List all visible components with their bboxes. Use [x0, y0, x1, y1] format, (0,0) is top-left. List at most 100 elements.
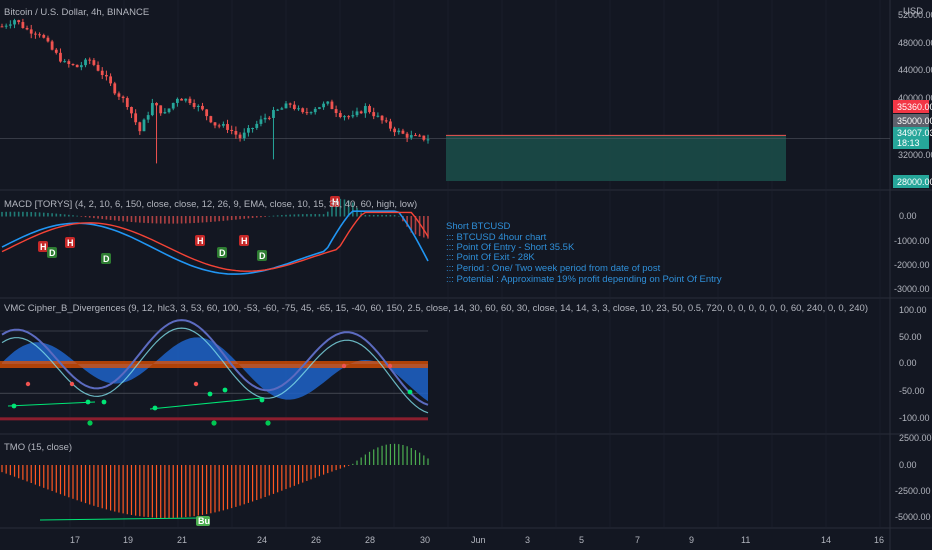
candle-body [13, 20, 16, 25]
macd-hist-bar [356, 207, 358, 217]
macd-hist-bar [30, 212, 33, 217]
candle-body [355, 111, 359, 116]
macd-hist-bar [251, 216, 254, 218]
candle-body [38, 34, 41, 36]
time-tick: 5 [579, 535, 584, 545]
entry-price-badge-bg [893, 100, 929, 113]
candle-body [384, 120, 388, 122]
price-tick: 52000.00 [898, 10, 932, 20]
macd-hist-bar [239, 216, 241, 220]
macd-hist-bar [184, 216, 187, 224]
macd-hist-bar [13, 211, 16, 217]
level-badge-bg [893, 114, 929, 127]
macd-hist-bar [427, 216, 429, 239]
last-price-badge-bg [893, 127, 929, 149]
candle-body [234, 131, 238, 135]
macd-hist-bar [318, 214, 321, 217]
vmc-sell-dot [341, 363, 347, 369]
candle-body [414, 135, 417, 137]
candle-body [205, 109, 209, 117]
last-price-badge: 34907.03 [897, 128, 932, 138]
macd-hist-bar [410, 216, 413, 233]
macd-hist-bar [255, 216, 258, 218]
price-pane[interactable] [0, 18, 890, 181]
candle-body [297, 108, 300, 110]
candle-body [351, 115, 355, 117]
candle-body [238, 134, 242, 139]
vmc-wave-area [0, 319, 429, 426]
candle-body [0, 26, 4, 28]
macd-hist-bar [1, 211, 3, 217]
tmo-tick: 2500.00 [899, 433, 932, 443]
time-tick: 28 [365, 535, 375, 545]
candle-body [313, 108, 317, 113]
vmc-signal-dot [152, 405, 158, 411]
macd-hist-bar [68, 214, 70, 217]
macd-marker-label: D [49, 248, 56, 258]
macd-hist-bar [197, 216, 200, 223]
candle-body [75, 64, 79, 68]
candle-body [255, 123, 259, 128]
candle-body [201, 105, 204, 110]
time-tick: 16 [874, 535, 884, 545]
macd-hist-bar [151, 216, 154, 224]
tmo-bull-marker-bg [196, 516, 210, 526]
macd-hist-bar [134, 216, 137, 223]
macd-hist-bar [159, 216, 162, 224]
candle-body [422, 135, 426, 140]
entry-price-badge: 35360.00 [897, 102, 932, 112]
macd-hist-bar [201, 216, 204, 223]
price-tick: 48000.00 [898, 38, 932, 48]
macd-hist-bar [230, 216, 233, 221]
macd-hist-bar [189, 216, 191, 224]
time-tick: 9 [689, 535, 694, 545]
macd-marker-bg [38, 241, 48, 252]
candle-body [105, 75, 108, 77]
candle-body [247, 128, 250, 133]
price-axis[interactable]: 52000.00 48000.00 44000.00 40000.00 3200… [893, 10, 932, 188]
macd-hist-bar [59, 213, 62, 217]
time-tick: 3 [525, 535, 530, 545]
candle-body [171, 102, 175, 109]
macd-hist-bar [326, 211, 329, 217]
time-tick: 17 [70, 535, 80, 545]
time-tick: 19 [123, 535, 133, 545]
macd-hist-bar [297, 214, 300, 217]
macd-hist-bar [63, 214, 66, 217]
candle-body [347, 116, 351, 118]
candle-body [79, 65, 83, 68]
macd-marker-label: D [219, 248, 226, 258]
macd-hist-bar [34, 212, 37, 217]
trade-note[interactable]: Short BTCUSD ::: BTCUSD 4hour chart ::: … [446, 221, 722, 285]
macd-hist-bar [306, 214, 308, 217]
candle-body [54, 49, 58, 53]
macd-hist-bar [38, 212, 41, 217]
vmc-zero-band [0, 361, 428, 368]
macd-marker-label: D [259, 251, 266, 261]
macd-hist-bar [76, 215, 78, 217]
macd-marker-label: H [332, 197, 339, 207]
candle-body [272, 110, 275, 118]
macd-hist-bar [84, 216, 87, 218]
macd-hist-bar [385, 214, 388, 217]
candle-body [259, 119, 263, 124]
candle-body [318, 107, 321, 109]
vmc-cipher-pane[interactable] [0, 319, 429, 426]
macd-hist-bar [80, 216, 83, 217]
candlestick-series[interactable] [0, 18, 430, 164]
time-tick: 11 [741, 535, 750, 545]
candle-body [380, 115, 384, 121]
candle-body [267, 117, 271, 119]
macd-hist-bar [352, 202, 354, 217]
time-axis[interactable]: 17 19 21 24 26 28 30 Jun 3 5 7 9 11 14 1… [70, 535, 884, 545]
macd-hist-bar [168, 216, 170, 224]
short-position-box[interactable] [446, 135, 786, 181]
candle-body [4, 25, 8, 27]
tmo-pane[interactable]: Bu [1, 443, 429, 526]
candle-body [209, 116, 213, 123]
vmc-signal-dot [85, 399, 91, 405]
bar-countdown: 18:13 [897, 138, 920, 148]
